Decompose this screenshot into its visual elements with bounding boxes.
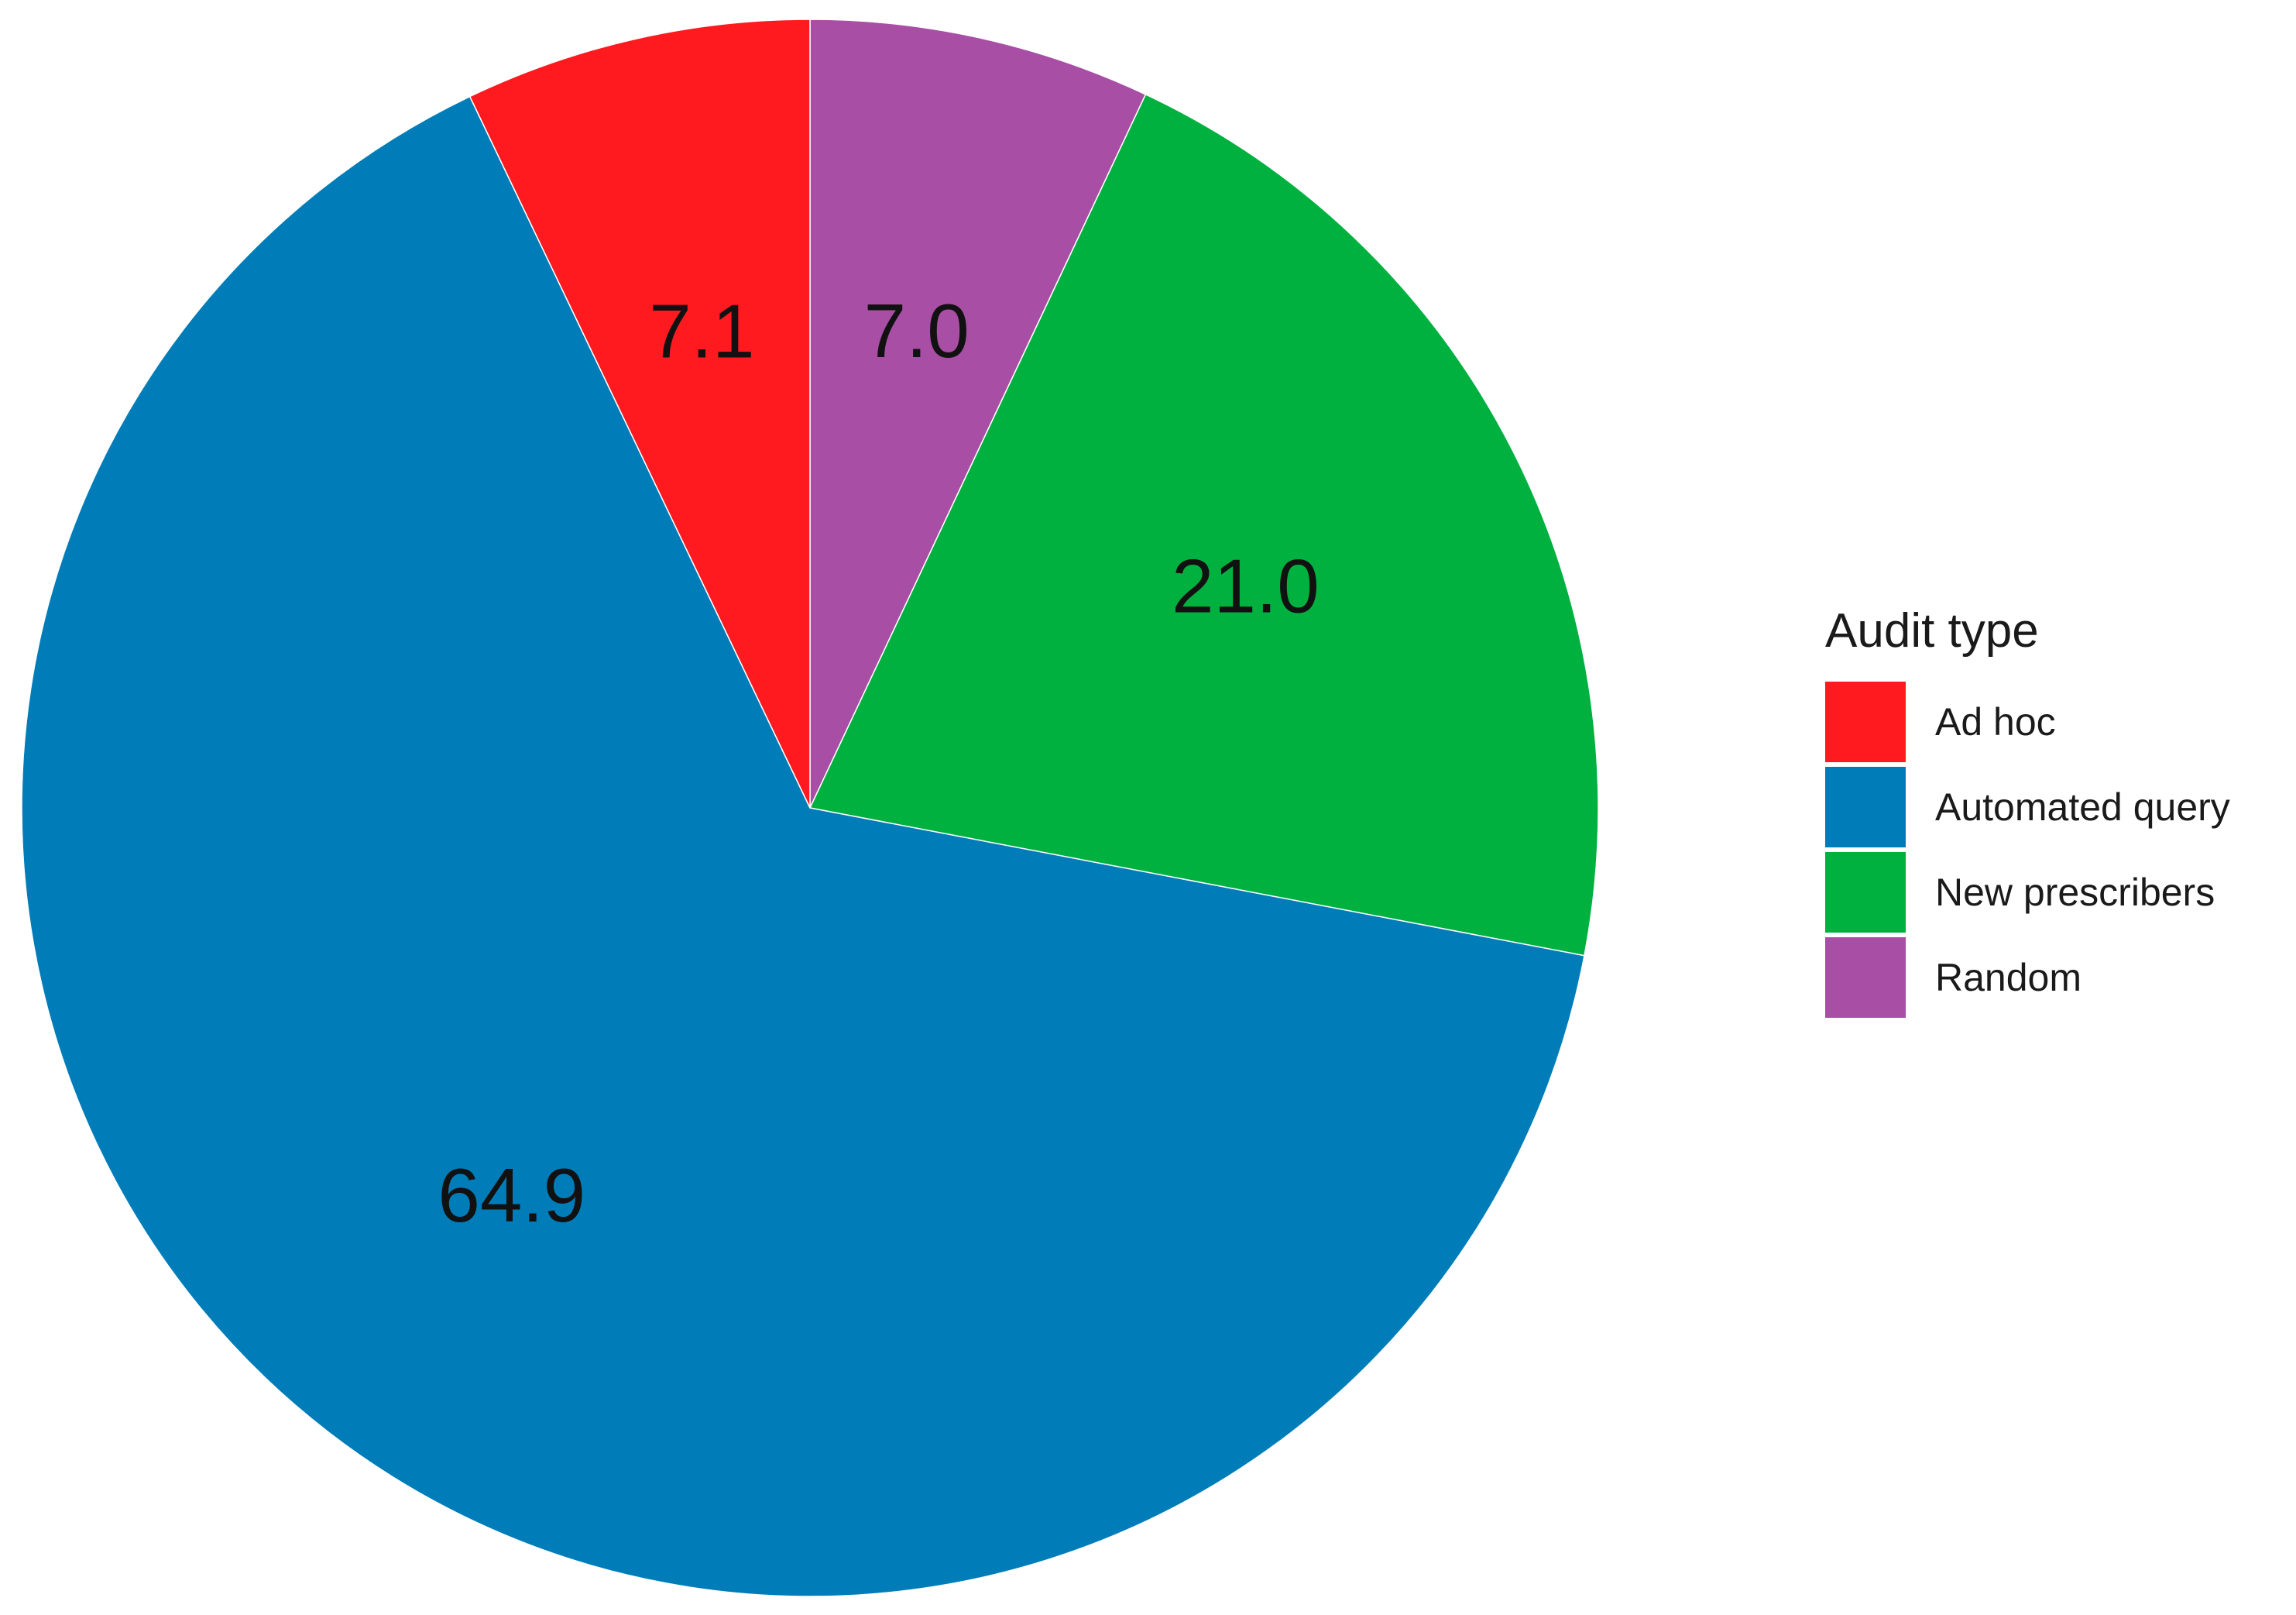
legend-key-ad-hoc <box>1825 682 1906 762</box>
pie-slice-ad-hoc <box>468 19 811 809</box>
legend-key-random <box>1825 937 1906 1018</box>
slice-label-new-prescribers: 21.0 <box>1172 543 1320 628</box>
legend-title: Audit type <box>1825 604 2039 658</box>
legend-label-automated-query: Automated query <box>1935 785 2230 829</box>
legend-label-ad-hoc: Ad hoc <box>1935 700 2056 744</box>
legend: Audit type Ad hoc Automated query New pres… <box>1825 604 2230 1018</box>
pie-slice-labels: 7.0 21.0 64.9 7.1 <box>438 288 1319 1238</box>
slice-label-automated-query: 64.9 <box>438 1153 585 1238</box>
legend-label-random: Random <box>1935 956 2082 999</box>
legend-key-automated-query <box>1825 767 1906 847</box>
pie-slices <box>21 19 1599 1597</box>
slice-label-ad-hoc: 7.1 <box>649 288 754 373</box>
legend-items: Ad hoc Automated query New prescribers Rand… <box>1825 682 2230 1018</box>
legend-label-new-prescribers: New prescribers <box>1935 871 2215 914</box>
pie-slice-new-prescribers <box>808 93 1599 957</box>
pie-slice-random <box>809 19 1147 809</box>
pie-slice-automated-query <box>21 95 1585 1597</box>
slice-label-random: 7.0 <box>864 288 970 373</box>
legend-key-new-prescribers <box>1825 852 1906 933</box>
